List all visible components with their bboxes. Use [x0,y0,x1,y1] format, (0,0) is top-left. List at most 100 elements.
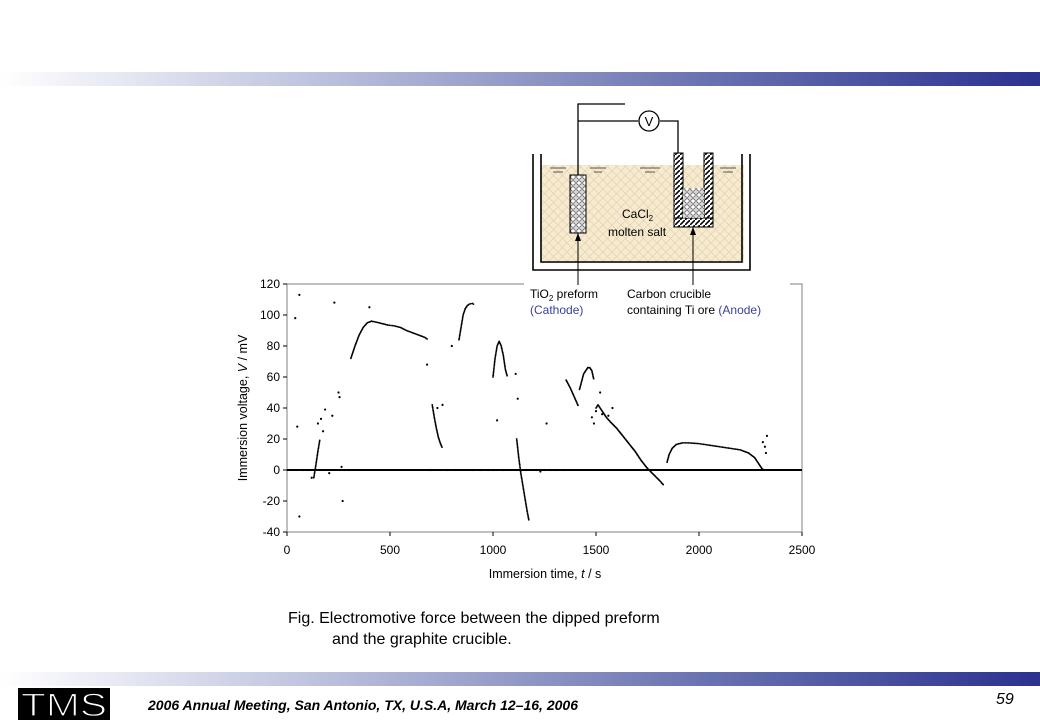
data-point [514,372,517,375]
data-point [313,474,316,476]
data-point [337,391,340,394]
data-point [601,413,604,416]
data-point [495,346,498,349]
data-point [494,357,496,360]
wire [577,103,679,175]
data-point [518,458,520,460]
data-point [522,485,524,488]
data-point [526,510,529,513]
vessel [532,154,751,271]
data-point [502,357,505,359]
data-point [432,412,435,415]
data-point [388,324,391,327]
data-point [506,374,508,377]
data-point [502,354,505,357]
data-point [469,302,472,305]
data-point [435,425,437,428]
data-point [306,468,309,472]
data-point [519,469,522,472]
data-point [495,351,497,354]
data-point [517,453,520,456]
data-point [347,468,350,472]
data-point [494,356,497,358]
data-point [458,338,460,341]
data-point [492,376,494,378]
data-point [318,440,321,443]
data-point [461,320,463,323]
data-point [545,422,548,425]
data-point [504,365,506,368]
data-point [316,422,319,425]
x-tick-label: 2000 [686,543,713,557]
data-point [314,468,317,471]
data-point [436,406,439,410]
data-point [524,502,527,505]
data-point [341,499,344,503]
data-point [705,443,708,446]
data-point [516,448,519,450]
data-point [525,505,528,508]
data-point [343,468,346,472]
page-number: 59 [996,691,1014,708]
data-point [492,370,495,373]
data-point [317,446,320,449]
data-point [314,469,316,472]
data-point [524,497,526,499]
data-point [715,445,718,448]
data-point [525,508,528,510]
data-point [521,484,524,487]
data-point [333,301,336,304]
data-point [703,443,706,446]
x-tick-label: 0 [284,543,291,557]
data-point [432,409,435,412]
data-point [493,361,496,364]
data-point [460,326,462,329]
data-point [434,420,436,423]
data-point [724,446,727,449]
data-point [494,358,496,361]
data-point [487,468,490,472]
data-point [515,438,518,440]
data-point [459,329,462,332]
data-point [527,517,530,520]
data-point [526,512,529,514]
data-point [461,319,464,322]
x-axis: 0 500 1000 1500 2000 2500 [284,532,816,557]
data-point [431,404,434,406]
data-point [493,360,496,363]
cell-diagram: V CaCl2 molten salt TiO2 preform (Cathod… [524,90,790,336]
y-axis: -40 -20 0 20 40 60 80 100 120 [260,277,287,539]
data-point [503,362,506,365]
data-point [734,448,737,451]
data-point [458,336,461,338]
data-point [517,450,520,453]
data-point [721,446,724,449]
data-point [720,446,722,448]
data-point [328,472,331,475]
data-point [696,442,699,445]
data-point [317,450,319,453]
data-point [340,465,343,468]
data-point [316,456,318,458]
data-point [521,479,523,481]
data-point [516,397,519,400]
data-point [314,467,317,470]
data-point [434,421,437,424]
data-point [518,463,521,466]
data-point [702,443,705,446]
data-point [765,434,769,437]
data-point [495,349,498,352]
data-point [524,499,527,502]
y-tick-label: 60 [267,370,281,384]
data-point [521,480,524,483]
data-point [492,371,495,374]
data-point [316,451,319,454]
salt-label-2: molten salt [608,225,667,239]
x-tick-label: 1500 [583,543,610,557]
data-point [314,465,317,468]
data-point [761,468,764,471]
data-point [690,442,693,444]
data-point [391,324,394,327]
data-point [318,443,320,446]
data-point [515,439,518,442]
